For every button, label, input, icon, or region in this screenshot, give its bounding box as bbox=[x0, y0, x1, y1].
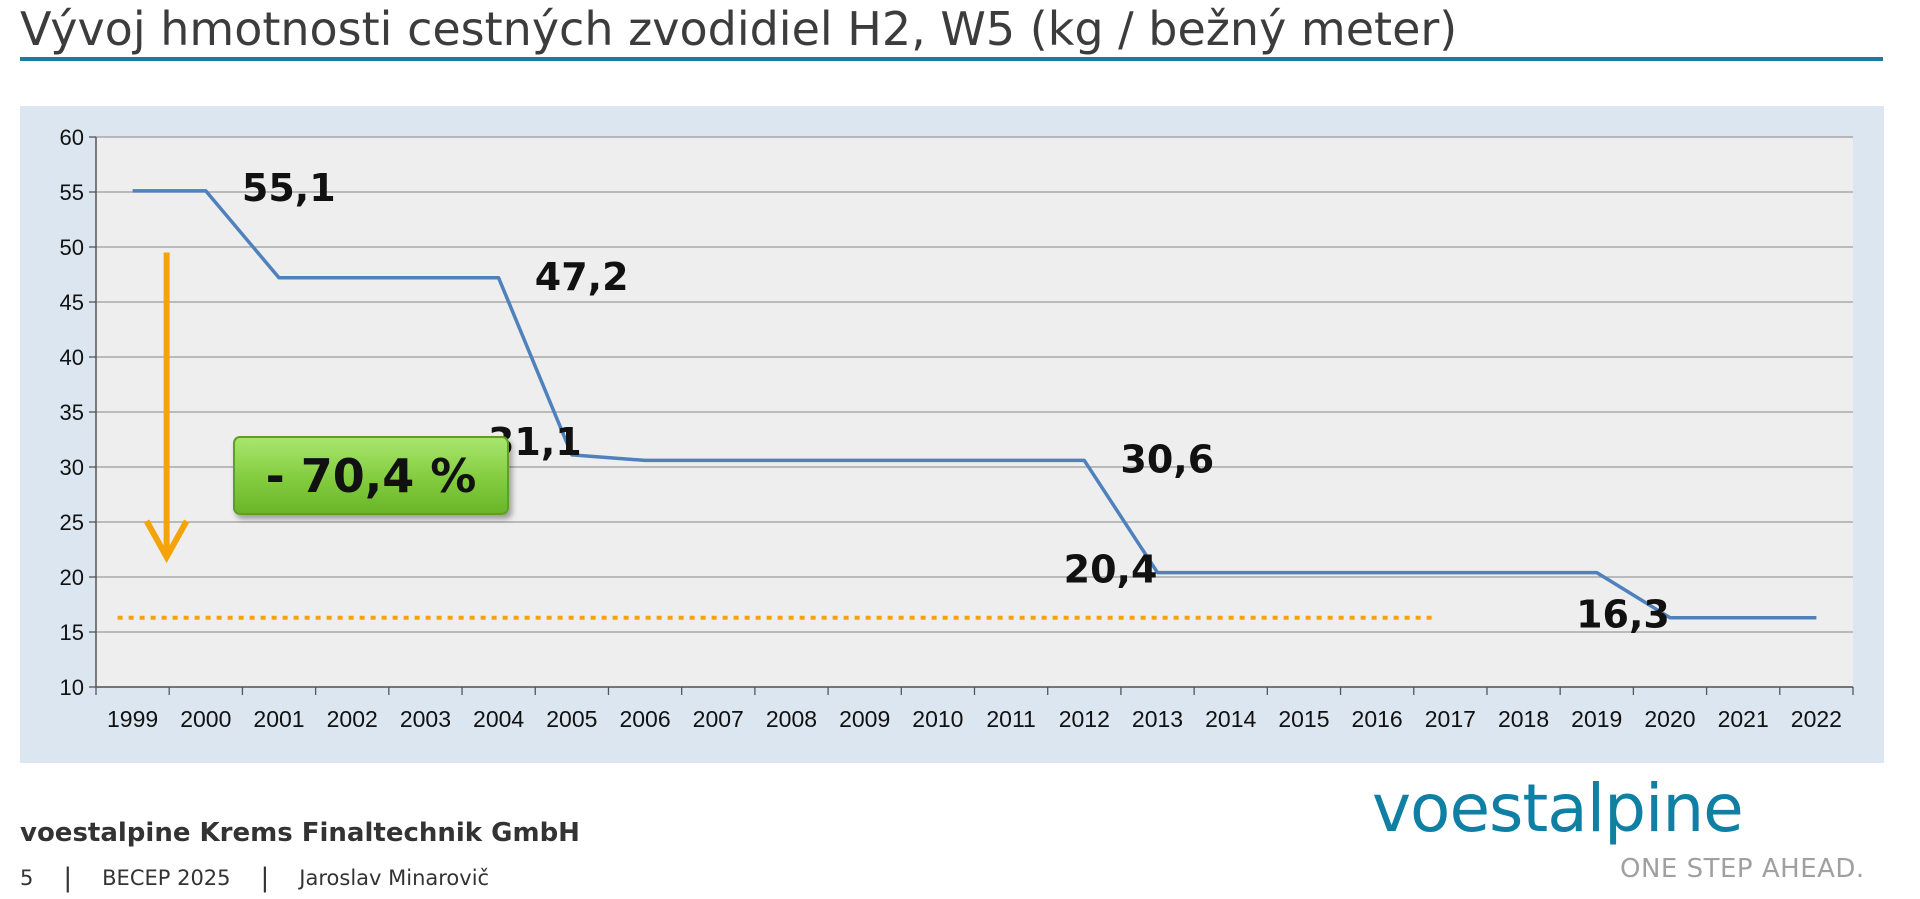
weight-line-chart: 10 15 20 25 30 35 40 45 50 55 60 1999 2000 2001 2002 20… bbox=[60, 125, 1854, 732]
logo-tagline: ONE STEP AHEAD. bbox=[1620, 854, 1865, 884]
data-label: 55,1 bbox=[242, 166, 336, 210]
x-tick-label: 1999 bbox=[107, 706, 158, 732]
page-number: 5 bbox=[20, 866, 34, 890]
author-name: Jaroslav Minarovič bbox=[299, 866, 490, 890]
x-tick-label: 2009 bbox=[839, 706, 890, 732]
voestalpine-logo: voestalpine bbox=[1372, 770, 1744, 847]
x-tick-label: 2008 bbox=[766, 706, 817, 732]
x-tick-label: 2003 bbox=[400, 706, 451, 732]
y-tick-label: 50 bbox=[60, 235, 84, 260]
y-tick-label: 60 bbox=[60, 125, 84, 150]
x-tick-label: 2017 bbox=[1425, 706, 1476, 732]
y-tick-label: 10 bbox=[60, 675, 84, 700]
x-tick-label: 2021 bbox=[1718, 706, 1769, 732]
x-tick-label: 2018 bbox=[1498, 706, 1549, 732]
x-tick-label: 2002 bbox=[327, 706, 378, 732]
x-tick-label: 2007 bbox=[693, 706, 744, 732]
footer-separator: | bbox=[63, 863, 73, 893]
x-tick-label: 2006 bbox=[619, 706, 670, 732]
y-tick-label: 30 bbox=[60, 455, 84, 480]
reduction-arrow-head bbox=[143, 519, 190, 564]
x-tick-label: 2014 bbox=[1205, 706, 1256, 732]
y-tick-label: 20 bbox=[60, 565, 84, 590]
y-tick-label: 55 bbox=[60, 180, 84, 205]
data-label: 20,4 bbox=[1064, 548, 1158, 592]
x-tick-label: 2019 bbox=[1571, 706, 1622, 732]
x-tick-label: 2010 bbox=[912, 706, 963, 732]
series-line bbox=[132, 189, 1817, 620]
x-tick-label: 2000 bbox=[180, 706, 231, 732]
title-rule bbox=[20, 57, 1883, 61]
x-tick-label: 2015 bbox=[1278, 706, 1329, 732]
footer-meta: 5 | BECEP 2025 | Jaroslav Minarovič bbox=[20, 863, 489, 893]
y-tick-label: 45 bbox=[60, 290, 84, 315]
y-tick-label: 40 bbox=[60, 345, 84, 370]
x-tick-label: 2004 bbox=[473, 706, 524, 732]
reduction-badge: - 70,4 % bbox=[233, 436, 509, 515]
x-tick-label: 2011 bbox=[986, 706, 1035, 732]
data-label: 47,2 bbox=[535, 255, 629, 299]
y-tick-label: 15 bbox=[60, 620, 84, 645]
data-label: 16,3 bbox=[1576, 593, 1670, 637]
x-tick-label: 2022 bbox=[1791, 706, 1842, 732]
y-tick-label: 25 bbox=[60, 510, 84, 535]
slide-title: Vývoj hmotnosti cestných zvodidiel H2, W… bbox=[20, 2, 1458, 56]
x-tick-label: 2013 bbox=[1132, 706, 1183, 732]
footer-company: voestalpine Krems Finaltechnik GmbH bbox=[20, 818, 580, 848]
chart-panel: 10 15 20 25 30 35 40 45 50 55 60 1999 2000 2001 2002 20… bbox=[20, 106, 1884, 763]
x-tick-label: 2005 bbox=[546, 706, 597, 732]
event-name: BECEP 2025 bbox=[102, 866, 231, 890]
data-label: 30,6 bbox=[1120, 437, 1214, 481]
footer-separator: | bbox=[260, 863, 270, 893]
x-tick-label: 2020 bbox=[1644, 706, 1695, 732]
x-tick-label: 2012 bbox=[1059, 706, 1110, 732]
x-tick-label: 2016 bbox=[1352, 706, 1403, 732]
y-tick-label: 35 bbox=[60, 400, 84, 425]
x-tick-label: 2001 bbox=[253, 706, 304, 732]
